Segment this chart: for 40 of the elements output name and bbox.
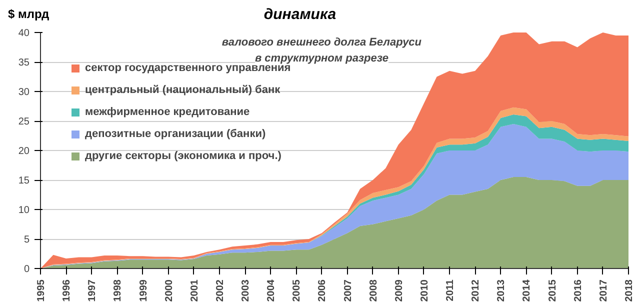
x-tick-label: 2013 [496,279,508,302]
x-tick-label: 2003 [240,279,252,302]
x-tick-label: 2009 [394,279,405,302]
x-tick-label: 2006 [317,279,328,302]
x-tick-label: 2012 [470,279,482,302]
y-tick-label: 20 [18,146,30,157]
x-tick-label: 2002 [214,279,226,302]
x-tick-label: 2005 [292,279,303,302]
x-tick-label: 2008 [368,279,380,302]
y-tick-label: 0 [24,264,30,275]
legend-label: центральный (национальный) банк [85,84,280,96]
y-tick-label: 30 [18,87,30,98]
x-tick-label: 2000 [164,279,175,302]
legend-label: депозитные организации (банки) [85,128,266,140]
x-tick-label: 1998 [112,279,124,302]
x-tick-label: 1997 [87,279,98,302]
x-tick-label: 2018 [624,279,635,302]
x-tick-label: 1999 [138,279,150,302]
x-tick-label: 2011 [445,279,456,302]
x-tick-label: 2014 [522,279,533,302]
text: валового внешнего долга Беларуси в структурном разрезе [222,36,422,64]
x-tick-label: 2001 [189,279,200,302]
x-tick-label: 2004 [266,279,278,302]
legend-label: межфирменное кредитование [85,106,250,118]
x-tick-label: 2010 [419,279,430,302]
y-tick-label: 25 [18,116,30,128]
x-tick-label: 2016 [572,279,584,302]
x-tick-label: 1995 [36,279,47,302]
y-axis-title: $ млрд [8,6,50,23]
chart-title: динамика [264,6,336,23]
y-tick-label: 5 [24,234,30,246]
x-tick-label: 2007 [342,279,354,302]
x-tick-label: 2015 [547,279,558,302]
y-tick-label: 35 [18,58,30,68]
x-tick-label: 2017 [598,279,610,302]
legend-label: другие секторы (экономика и проч.) [85,150,282,162]
x-tick-label: 1996 [62,279,73,302]
y-tick-label: 40 [18,28,30,39]
y-tick-label: 10 [18,205,30,216]
y-tick-label: 15 [18,176,30,186]
